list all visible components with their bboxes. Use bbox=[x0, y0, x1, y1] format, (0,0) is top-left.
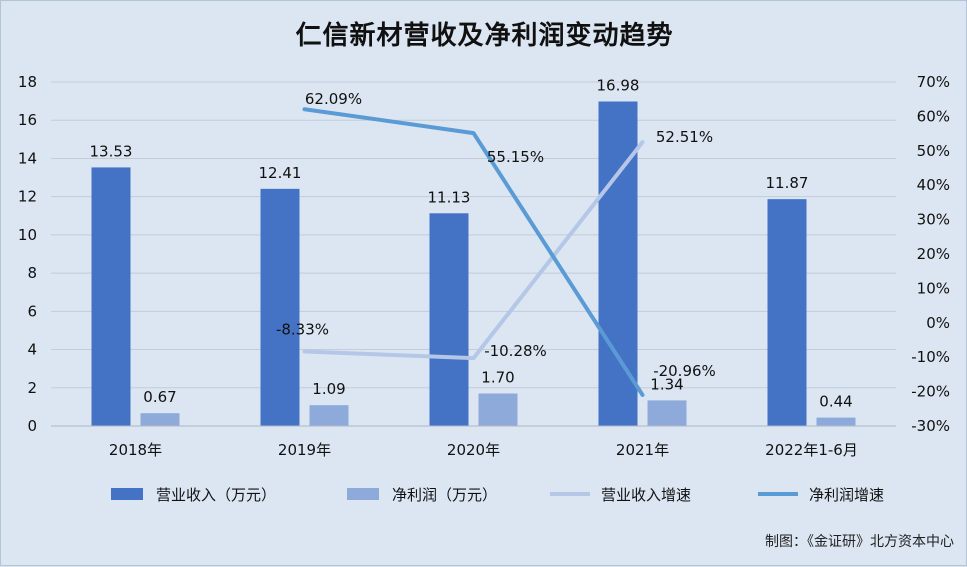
y-left-tick-label: 0 bbox=[27, 417, 37, 435]
bar bbox=[767, 199, 807, 426]
bar-value-label: 0.67 bbox=[143, 388, 176, 406]
bar-value-label: 1.34 bbox=[650, 375, 683, 393]
line-value-label: 55.15% bbox=[487, 148, 544, 166]
line-value-label: 52.51% bbox=[656, 128, 713, 146]
legend: 营业收入（万元） 净利润（万元） 营业收入增速 净利润增速 bbox=[111, 486, 884, 504]
y-left-tick-label: 2 bbox=[27, 379, 37, 397]
bar-value-label: 0.44 bbox=[819, 393, 852, 411]
x-tick-label: 2021年 bbox=[616, 441, 669, 459]
y-right-tick-label: 40% bbox=[917, 176, 950, 194]
y-left-tick-label: 18 bbox=[18, 73, 37, 91]
x-tick-label: 2019年 bbox=[278, 441, 331, 459]
x-tick-label: 2018年 bbox=[109, 441, 162, 459]
y-right-tick-label: 0% bbox=[926, 314, 950, 332]
line-value-label: -10.28% bbox=[484, 342, 547, 360]
y-right-tick-label: 30% bbox=[917, 211, 950, 229]
bar-value-label: 12.41 bbox=[259, 164, 302, 182]
bars bbox=[91, 101, 856, 426]
y-right-tick-label: -30% bbox=[911, 417, 950, 435]
chart-credit: 制图：《金证研》北方资本中心 bbox=[765, 534, 954, 550]
bar-value-label: 1.09 bbox=[312, 380, 345, 398]
y-right-tick-label: -10% bbox=[911, 348, 950, 366]
series-line bbox=[302, 140, 645, 361]
legend-swatch bbox=[111, 488, 143, 500]
y-left-tick-label: 10 bbox=[18, 226, 37, 244]
bar-value-label: 16.98 bbox=[597, 76, 640, 94]
bar bbox=[429, 213, 469, 426]
bar bbox=[309, 405, 349, 426]
legend-label: 营业收入（万元） bbox=[156, 486, 276, 504]
y-left-tick-label: 14 bbox=[18, 149, 37, 167]
y-right-tick-label: 50% bbox=[917, 142, 950, 160]
y-right-tick-label: 20% bbox=[917, 245, 950, 263]
bar bbox=[260, 188, 300, 426]
y-right-tick-label: -20% bbox=[911, 383, 950, 401]
legend-swatch bbox=[347, 488, 379, 500]
line-value-label: -20.96% bbox=[653, 362, 716, 380]
bar bbox=[478, 393, 518, 426]
lines bbox=[302, 107, 645, 397]
y-left-tick-label: 16 bbox=[18, 111, 37, 129]
y-right-tick-label: 60% bbox=[917, 107, 950, 125]
chart-title: 仁信新材营收及净利润变动趋势 bbox=[295, 21, 674, 51]
legend-label: 净利润（万元） bbox=[392, 486, 497, 504]
legend-label: 净利润增速 bbox=[809, 486, 884, 504]
y-left-tick-label: 8 bbox=[27, 264, 37, 282]
bar-value-label: 11.13 bbox=[428, 188, 471, 206]
y-right-tick-label: 70% bbox=[917, 73, 950, 91]
line-value-label: 62.09% bbox=[305, 90, 362, 108]
y-left-tick-label: 12 bbox=[18, 188, 37, 206]
line-value-label: -8.33% bbox=[276, 320, 329, 338]
x-tick-label: 2020年 bbox=[447, 441, 500, 459]
y-right-tick-label: 10% bbox=[917, 279, 950, 297]
bar bbox=[91, 167, 131, 426]
bar bbox=[140, 413, 180, 426]
legend-label: 营业收入增速 bbox=[601, 486, 691, 504]
data-labels: 13.53 12.41 11.13 16.98 11.87 0.67 1.09 1.70 1.3… bbox=[90, 76, 853, 410]
axes: 0 2 4 6 8 10 12 14 16 18 -30% -20% -10% 0% 10% 20% 30% 40… bbox=[18, 73, 950, 459]
gridlines bbox=[51, 81, 896, 427]
bar bbox=[647, 400, 687, 426]
bar-value-label: 11.87 bbox=[766, 174, 809, 192]
bar-value-label: 13.53 bbox=[90, 142, 133, 160]
bar-value-label: 1.70 bbox=[481, 369, 514, 387]
series-line bbox=[302, 107, 645, 397]
y-left-tick-label: 6 bbox=[27, 302, 37, 320]
x-tick-label: 2022年1-6月 bbox=[765, 441, 858, 459]
y-left-tick-label: 4 bbox=[27, 341, 37, 359]
bar bbox=[816, 417, 856, 426]
